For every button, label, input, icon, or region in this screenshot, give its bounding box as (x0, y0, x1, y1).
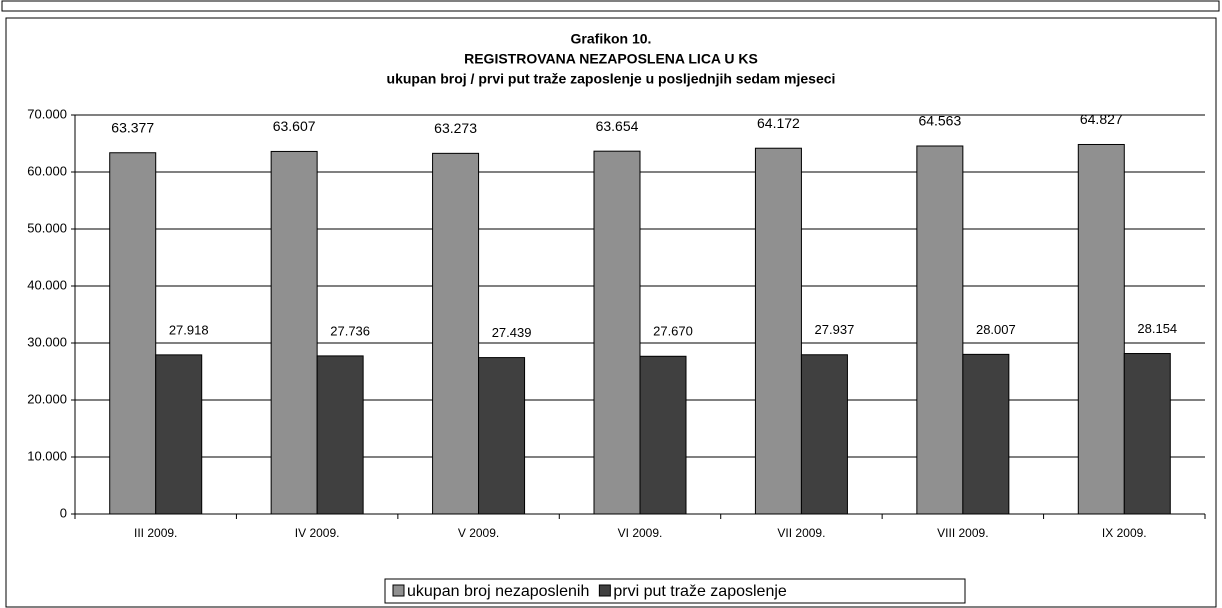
bar (593, 150, 641, 515)
x-tick-label: VIII 2009. (937, 526, 988, 540)
value-label: 64.563 (918, 113, 961, 129)
bar (800, 354, 848, 515)
bar (432, 152, 480, 515)
bar (916, 145, 964, 515)
value-label: 63.654 (596, 118, 639, 134)
value-label: 63.273 (434, 120, 477, 136)
legend-label: prvi put traže zaposlenje (613, 583, 787, 600)
y-tick-label: 70.000 (27, 106, 67, 121)
value-label: 64.827 (1080, 111, 1123, 127)
legend-box (384, 578, 966, 604)
legend-swatch (598, 584, 611, 597)
x-tick-label: III 2009. (134, 526, 177, 540)
y-tick-label: 40.000 (27, 277, 67, 292)
value-label: 63.377 (111, 119, 154, 135)
y-tick-label: 0 (60, 505, 67, 520)
legend-label: ukupan broj nezaposlenih (407, 583, 589, 600)
value-label: 28.007 (976, 322, 1016, 337)
bar (109, 152, 157, 515)
x-tick-label: V 2009. (458, 526, 499, 540)
y-tick-label: 10.000 (27, 448, 67, 463)
y-tick-label: 60.000 (27, 163, 67, 178)
y-tick-label: 30.000 (27, 334, 67, 349)
bar (155, 354, 203, 515)
bar (962, 353, 1010, 515)
value-label: 63.607 (273, 118, 316, 134)
value-label: 27.670 (653, 324, 693, 339)
bar (1077, 143, 1125, 515)
y-tick-label: 50.000 (27, 220, 67, 235)
value-label: 27.736 (330, 323, 370, 338)
value-label: 27.918 (169, 322, 209, 337)
chart-title: ukupan broj / prvi put traže zaposlenje … (387, 71, 836, 87)
chart-title: Grafikon 10. (571, 31, 652, 47)
top-frame (1, 0, 1220, 12)
x-tick-label: IV 2009. (295, 526, 340, 540)
value-label: 64.172 (757, 115, 800, 131)
bar (639, 355, 687, 515)
x-tick-label: VII 2009. (777, 526, 825, 540)
value-label: 27.439 (492, 325, 532, 340)
bar (478, 357, 526, 515)
x-tick-label: VI 2009. (618, 526, 663, 540)
bar (754, 147, 802, 515)
value-label: 27.937 (815, 322, 855, 337)
bar (316, 355, 364, 515)
y-tick-label: 20.000 (27, 391, 67, 406)
legend-swatch (392, 584, 405, 597)
chart-title: REGISTROVANA NEZAPOSLENA LICA U KS (464, 51, 758, 67)
x-tick-label: IX 2009. (1102, 526, 1147, 540)
bar (270, 150, 318, 515)
bar (1123, 353, 1171, 515)
value-label: 28.154 (1137, 321, 1177, 336)
